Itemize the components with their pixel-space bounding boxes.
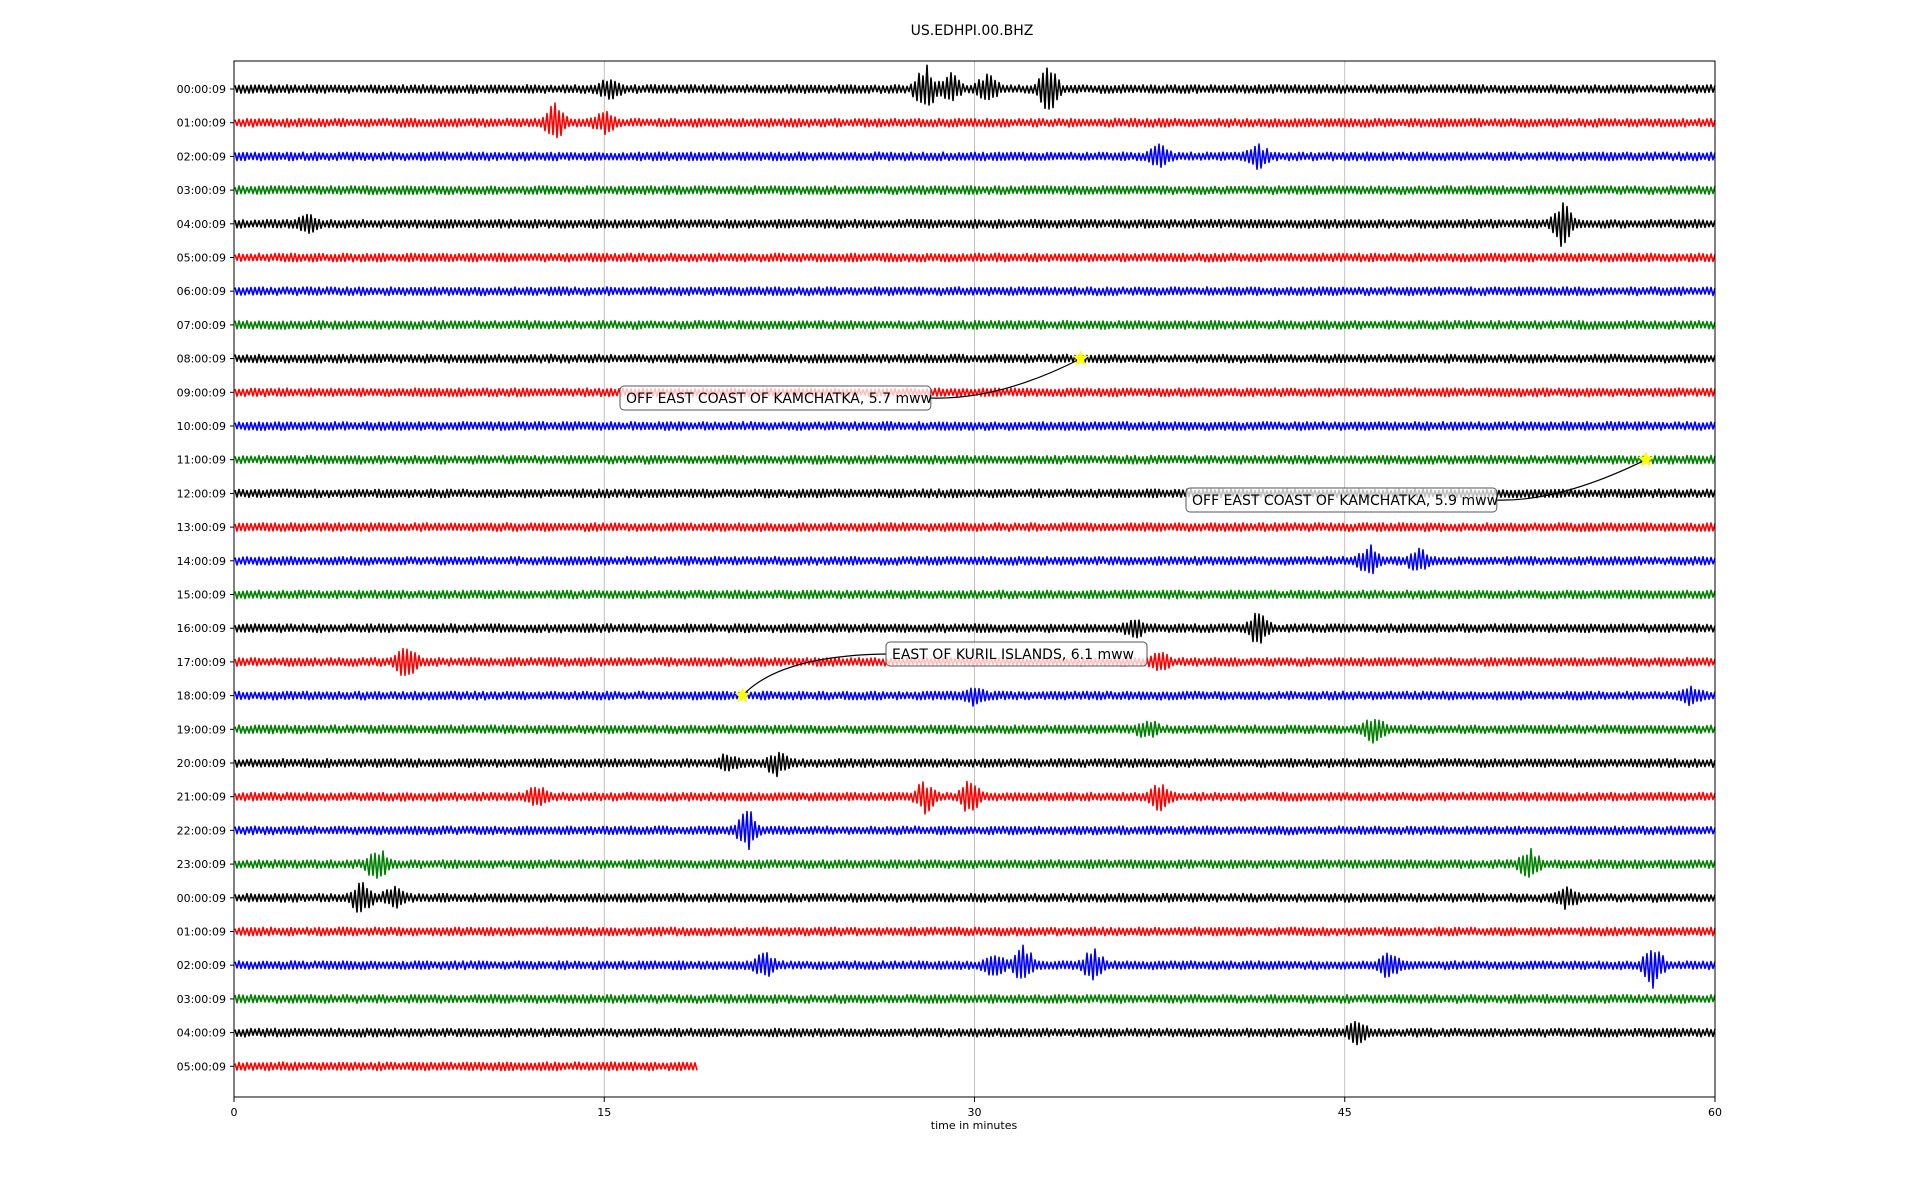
row-label: 04:00:09 [177, 218, 226, 231]
row-label: 05:00:09 [177, 1060, 226, 1073]
row-label: 01:00:09 [177, 117, 226, 130]
row-label: 04:00:09 [177, 1027, 226, 1040]
row-label: 07:00:09 [177, 319, 226, 332]
trace-row [234, 202, 1716, 247]
row-label: 15:00:09 [177, 589, 226, 602]
row-label: 03:00:09 [177, 993, 226, 1006]
row-label: 01:00:09 [177, 926, 226, 939]
row-label: 20:00:09 [177, 757, 226, 770]
trace-row [234, 522, 1716, 533]
trace-row [234, 544, 1716, 575]
x-tick-label: 45 [1338, 1106, 1352, 1119]
event-annotations: OFF EAST COAST OF KAMCHATKA, 5.7 mww OFF … [619, 349, 1655, 703]
event-connector [930, 358, 1081, 399]
event-connector [1496, 459, 1647, 501]
trace-row [234, 1061, 698, 1072]
event-label-box [1185, 487, 1498, 513]
row-label: 00:00:09 [177, 83, 226, 96]
row-label: 08:00:09 [177, 353, 226, 366]
grid-lines [233, 61, 1716, 1097]
trace-row [234, 780, 1716, 815]
row-label: 16:00:09 [177, 622, 226, 635]
event-label-box [885, 641, 1148, 667]
row-label: 11:00:09 [177, 454, 226, 467]
trace-row [234, 353, 1716, 364]
x-tick-label: 60 [1708, 1106, 1722, 1119]
trace-row [234, 926, 1716, 937]
trace-row [234, 882, 1716, 913]
row-label: 21:00:09 [177, 791, 226, 804]
trace-row [234, 944, 1716, 989]
row-label: 02:00:09 [177, 959, 226, 972]
event-label: EAST OF KURIL ISLANDS, 6.1 mww [892, 647, 1134, 663]
row-label: 02:00:09 [177, 150, 226, 163]
trace-row [234, 185, 1716, 196]
row-label: 17:00:09 [177, 656, 226, 669]
chart-title: US.EDHPI.00.BHZ [911, 23, 1034, 39]
row-label: 05:00:09 [177, 252, 226, 265]
row-label: 09:00:09 [177, 386, 226, 399]
row-label: 14:00:09 [177, 555, 226, 568]
x-tick-label: 15 [597, 1106, 611, 1119]
row-label: 00:00:09 [177, 892, 226, 905]
event-star-marker [1637, 451, 1655, 467]
trace-row [234, 319, 1716, 330]
x-ticks: 0 15 30 45 60 [231, 1097, 1722, 1119]
x-tick-label: 0 [231, 1106, 238, 1119]
x-axis-label: time in minutes [931, 1119, 1018, 1132]
trace-row [234, 64, 1716, 110]
trace-row [234, 718, 1716, 744]
row-label: 22:00:09 [177, 824, 226, 837]
trace-row [234, 751, 1716, 778]
event-label: OFF EAST COAST OF KAMCHATKA, 5.7 mww [626, 391, 932, 407]
event-connector [742, 653, 887, 697]
event-label-box [619, 385, 932, 411]
event-star-marker [734, 686, 751, 703]
trace-row [234, 143, 1716, 170]
traces [234, 64, 1716, 1072]
trace-row [234, 102, 1716, 139]
event-label: OFF EAST COAST OF KAMCHATKA, 5.9 mww [1192, 493, 1498, 509]
trace-row [234, 612, 1716, 644]
event-star-marker [1072, 349, 1089, 366]
row-label: 03:00:09 [177, 184, 226, 197]
row-label: 12:00:09 [177, 487, 226, 500]
row-label: 19:00:09 [177, 723, 226, 736]
trace-row [234, 421, 1716, 431]
trace-row [234, 286, 1716, 297]
row-label: 18:00:09 [177, 690, 226, 703]
x-tick-label: 30 [968, 1106, 982, 1119]
row-label: 23:00:09 [177, 858, 226, 871]
row-label: 13:00:09 [177, 521, 226, 534]
plot-frame [233, 60, 1716, 1098]
trace-row [234, 589, 1716, 600]
trace-row [234, 252, 1716, 263]
trace-row [234, 387, 1716, 398]
trace-row [234, 847, 1716, 879]
trace-row [234, 993, 1716, 1004]
trace-row [234, 685, 1716, 707]
trace-row [234, 810, 1716, 851]
row-labels: 00:00:09 01:00:09 02:00:09 03:00:09 04:00:09… [177, 83, 234, 1073]
trace-row [234, 454, 1716, 465]
row-label: 10:00:09 [177, 420, 226, 433]
row-label: 06:00:09 [177, 285, 226, 298]
trace-row [234, 1020, 1716, 1046]
